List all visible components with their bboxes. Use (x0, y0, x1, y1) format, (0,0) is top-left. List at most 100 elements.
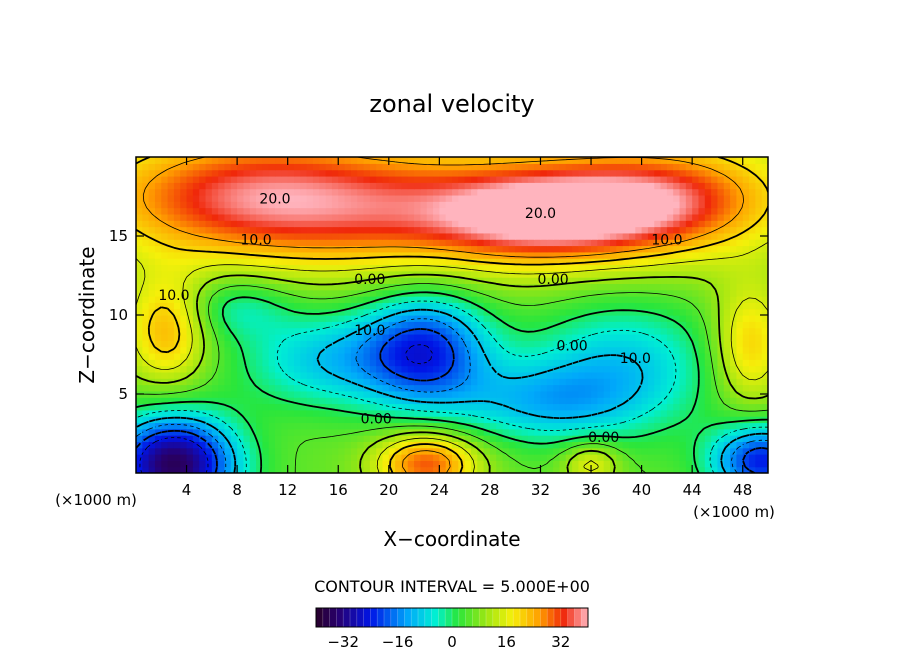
field-cell (161, 296, 169, 303)
field-cell (407, 245, 415, 253)
field-cell (610, 454, 617, 461)
field-cell (515, 315, 523, 322)
field-cell (388, 384, 396, 392)
field-cell (249, 321, 257, 329)
field-cell (711, 315, 719, 322)
field-cell (458, 409, 466, 417)
field-cell (306, 390, 314, 398)
field-cell (717, 308, 725, 316)
field-cell (350, 296, 358, 303)
field-cell (730, 422, 737, 430)
field-cell (192, 321, 200, 329)
field-cell (622, 315, 630, 322)
field-cell (470, 182, 478, 190)
field-cell (527, 460, 535, 468)
field-cell (704, 428, 712, 436)
field-cell (666, 447, 674, 455)
field-cell (161, 327, 169, 335)
field-cell (660, 264, 668, 272)
field-cell (553, 296, 561, 303)
field-cell (256, 226, 263, 234)
field-cell (154, 447, 162, 455)
field-cell (186, 403, 194, 411)
field-cell (256, 460, 263, 468)
field-cell (294, 175, 301, 183)
field-cell (312, 460, 320, 468)
field-cell (142, 340, 150, 348)
field-cell (742, 270, 750, 278)
field-cell (369, 327, 377, 335)
field-cell (439, 220, 447, 228)
field-cell (268, 359, 276, 367)
field-cell (426, 226, 434, 234)
field-cell (704, 365, 712, 373)
field-cell (711, 384, 719, 392)
field-cell (224, 226, 232, 234)
field-cell (350, 352, 358, 360)
field-cell (603, 315, 611, 322)
field-cell (540, 220, 548, 228)
field-cell (565, 428, 573, 436)
field-cell (603, 384, 611, 392)
field-cell (685, 296, 693, 303)
field-cell (540, 188, 548, 196)
field-cell (312, 270, 320, 278)
field-cell (628, 277, 636, 284)
field-cell (136, 239, 143, 247)
field-cell (565, 384, 573, 392)
field-cell (363, 466, 371, 473)
field-cell (237, 283, 245, 291)
field-cell (742, 232, 750, 240)
field-cell (477, 403, 485, 411)
field-cell (730, 428, 737, 436)
field-cell (698, 270, 706, 278)
field-cell (300, 157, 308, 164)
field-cell (300, 454, 308, 461)
field-cell (521, 333, 529, 341)
field-cell (382, 175, 390, 183)
field-cell (357, 188, 365, 196)
field-cell (395, 251, 403, 259)
field-cell (414, 201, 421, 209)
field-cell (749, 447, 756, 455)
field-cell (300, 346, 308, 354)
field-cell (369, 308, 377, 316)
field-cell (597, 435, 605, 442)
field-cell (496, 422, 504, 430)
field-cell (464, 169, 472, 177)
field-cell (224, 251, 232, 259)
field-cell (192, 239, 200, 247)
field-cell (407, 194, 415, 202)
field-cell (641, 447, 649, 455)
field-cell (553, 447, 561, 455)
field-cell (546, 397, 554, 405)
field-cell (439, 157, 447, 164)
field-cell (761, 220, 768, 228)
field-cell (224, 289, 232, 297)
field-cell (692, 321, 700, 329)
field-cell (496, 201, 504, 209)
field-cell (452, 188, 459, 196)
field-cell (338, 251, 346, 259)
field-cell (584, 416, 592, 424)
field-cell (546, 207, 554, 215)
field-cell (723, 245, 731, 253)
field-cell (717, 258, 725, 266)
field-cell (546, 352, 554, 360)
field-cell (256, 264, 263, 272)
field-cell (433, 283, 440, 291)
field-cell (723, 258, 731, 266)
field-cell (205, 409, 213, 417)
field-cell (344, 416, 352, 424)
field-cell (180, 371, 188, 379)
field-cell (641, 359, 649, 367)
field-cell (344, 220, 352, 228)
field-cell (192, 390, 200, 398)
field-cell (761, 245, 768, 253)
field-cell (357, 264, 365, 272)
field-cell (376, 416, 384, 424)
field-cell (489, 460, 497, 468)
field-cell (717, 251, 725, 259)
field-cell (426, 315, 434, 322)
field-cell (704, 258, 712, 266)
